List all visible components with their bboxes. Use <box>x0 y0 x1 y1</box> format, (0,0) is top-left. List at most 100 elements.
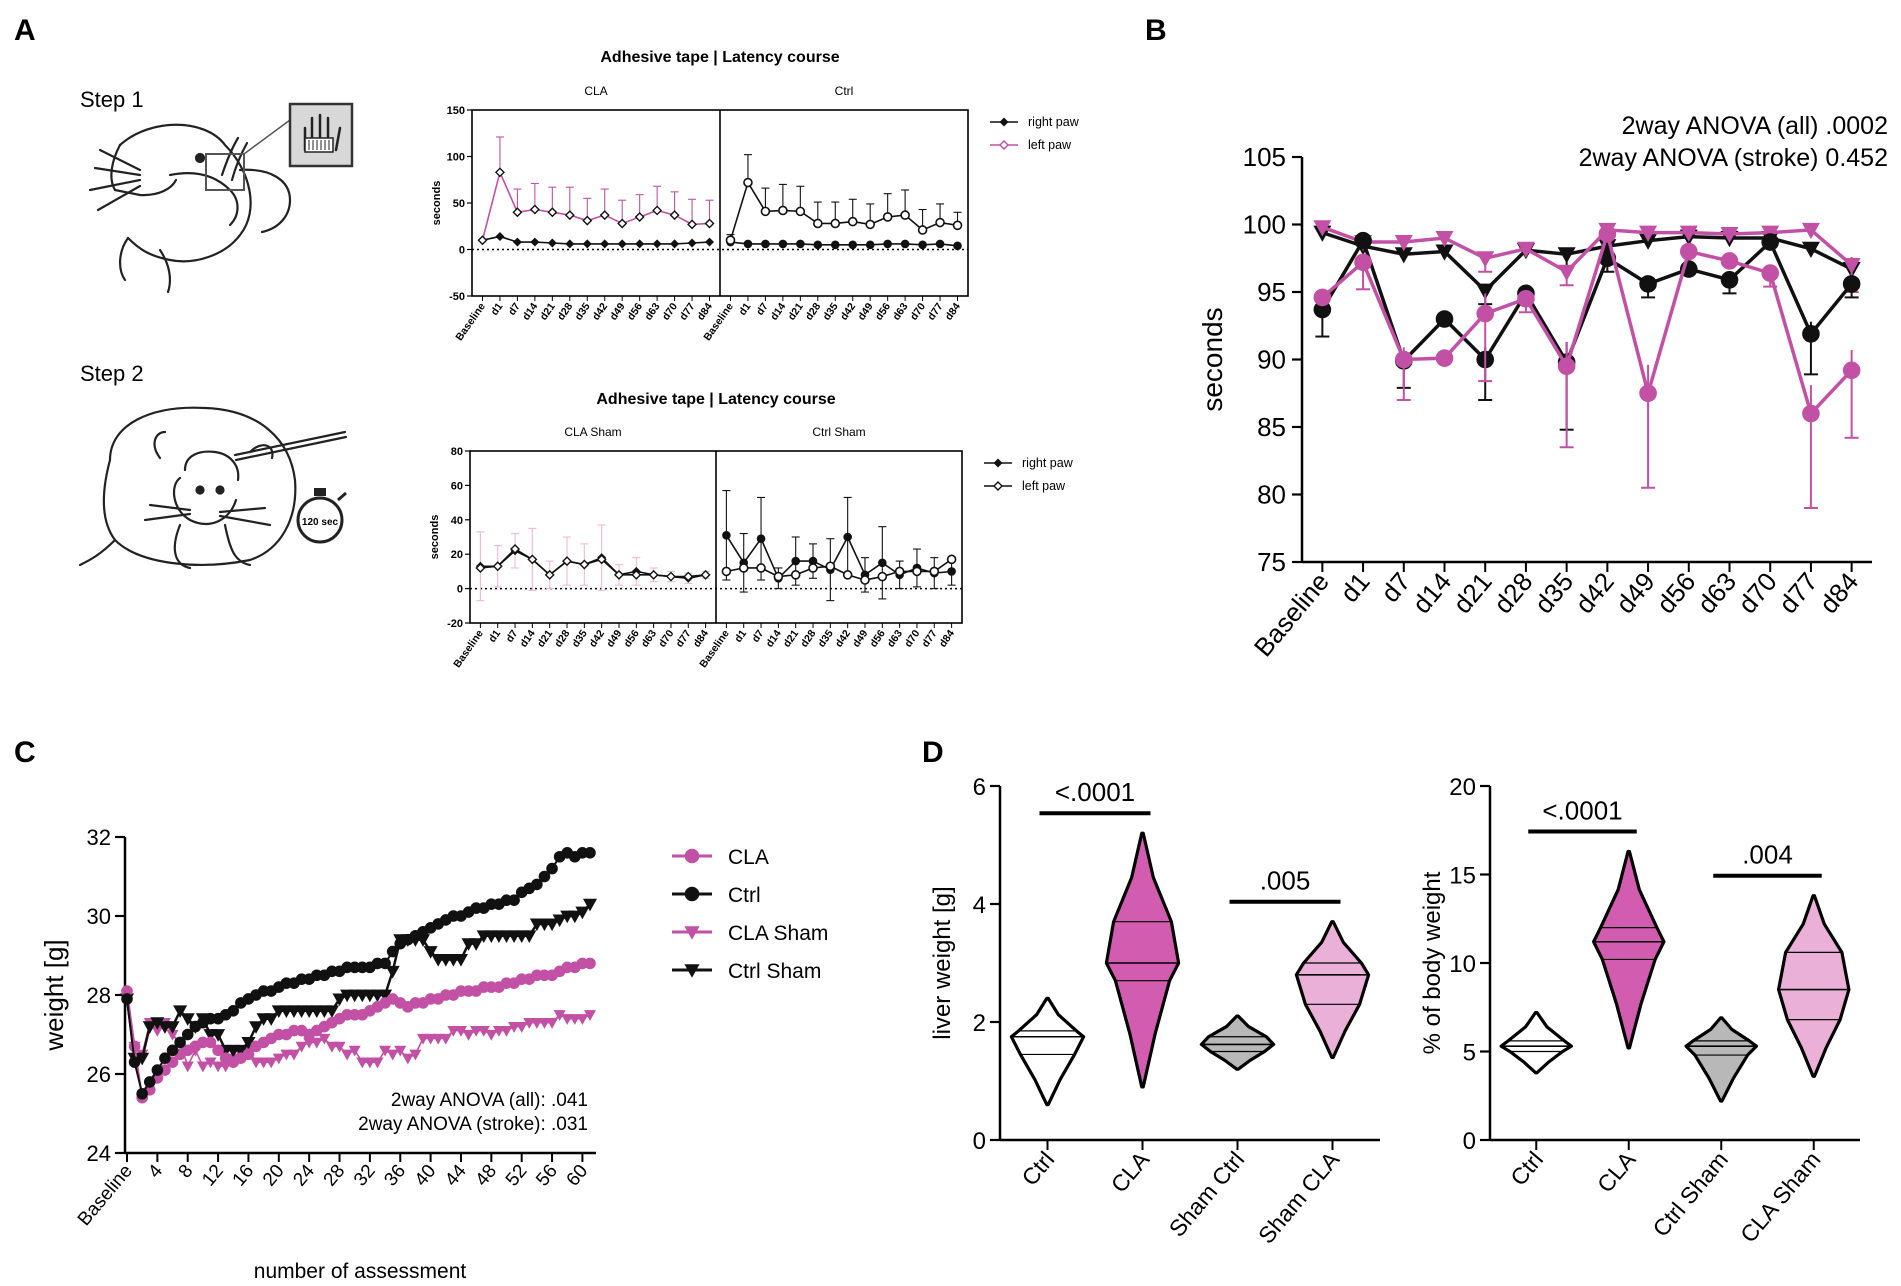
step1-label: Step 1 <box>80 87 144 112</box>
violin-shape <box>1686 1018 1756 1101</box>
x-tick-label: d21 <box>538 301 558 323</box>
data-point <box>175 1037 185 1047</box>
data-point <box>547 864 557 874</box>
x-axis-label: number of assessment <box>254 1260 467 1283</box>
x-tick-label: d1 <box>486 628 503 645</box>
legend-marker <box>994 482 1002 490</box>
x-tick-label: d42 <box>590 301 610 323</box>
data-point <box>919 241 926 248</box>
y-tick-label: 20 <box>1449 774 1476 801</box>
data-point <box>636 240 643 247</box>
y-tick-label: 10 <box>1449 951 1476 978</box>
x-tick-label: d49 <box>855 301 875 323</box>
group-label: CLA <box>584 84 607 98</box>
y-tick-label: 60 <box>451 480 463 492</box>
x-tick-label: d28 <box>803 301 823 323</box>
data-point <box>879 559 886 566</box>
data-point <box>583 217 591 225</box>
x-tick-label: d28 <box>552 628 572 650</box>
data-point <box>867 241 874 248</box>
violin-shape <box>1106 833 1178 1087</box>
data-point <box>250 1022 262 1033</box>
x-tick-label: d42 <box>1569 567 1620 620</box>
data-point <box>797 240 804 247</box>
y-tick-label: 105 <box>1243 142 1286 172</box>
data-point <box>122 994 132 1004</box>
x-tick-label: d42 <box>833 628 853 650</box>
y-tick-label: 6 <box>973 774 986 801</box>
y-axis-label: seconds <box>1197 307 1228 411</box>
x-tick-label: 28 <box>320 1161 350 1191</box>
panel-label-d: D <box>922 736 944 769</box>
violin-shape <box>1296 922 1368 1058</box>
y-tick-label: 80 <box>451 446 463 458</box>
data-point <box>183 1030 193 1040</box>
significance-label: <.0001 <box>1055 777 1135 807</box>
x-tick-label: d77 <box>674 628 694 650</box>
legend-marker <box>1001 119 1008 126</box>
x-tick-label: d14 <box>764 628 784 650</box>
x-tick-label: d70 <box>902 628 922 650</box>
data-point <box>722 567 730 575</box>
x-tick-label: d49 <box>1610 567 1661 620</box>
data-point <box>1803 406 1819 422</box>
data-point <box>464 1031 474 1040</box>
legend-label: Ctrl <box>728 884 761 907</box>
data-point <box>653 206 661 214</box>
data-point <box>152 1065 162 1075</box>
x-tick-label: d14 <box>768 301 788 323</box>
y-tick-label: 28 <box>87 983 111 1008</box>
data-point <box>726 236 734 244</box>
data-point <box>601 240 608 247</box>
data-point <box>849 218 857 226</box>
x-tick-label: d42 <box>587 628 607 650</box>
x-tick-label: 20 <box>259 1161 289 1191</box>
legend-marker <box>686 850 699 863</box>
data-point <box>387 967 399 978</box>
x-tick-label: Sham CLA <box>1253 1146 1345 1248</box>
series-line <box>1322 234 1851 414</box>
data-point <box>1437 350 1453 366</box>
figure-canvas: A B C D Step 1 Step 2 <box>0 0 1901 1286</box>
x-tick-label: d70 <box>656 628 676 650</box>
data-point <box>884 213 892 221</box>
significance-label: .005 <box>1260 866 1311 896</box>
significance-label: .004 <box>1742 840 1793 870</box>
data-point <box>168 1045 178 1055</box>
x-tick-label: 32 <box>350 1161 380 1191</box>
data-point <box>844 571 852 579</box>
data-point <box>814 241 821 248</box>
data-point <box>1762 265 1778 281</box>
data-point <box>388 947 398 957</box>
violin-shape <box>1201 1016 1273 1069</box>
x-tick-label: CLA Sham <box>1735 1147 1826 1248</box>
y-tick-label: 15 <box>1449 863 1476 890</box>
x-tick-label: d63 <box>642 301 662 323</box>
data-point <box>1314 289 1330 305</box>
data-point <box>388 1050 398 1059</box>
x-tick-label: d14 <box>518 628 538 650</box>
data-point <box>758 535 765 542</box>
data-point <box>213 1045 223 1055</box>
data-point <box>580 561 588 569</box>
data-point <box>1803 326 1819 342</box>
data-point <box>688 220 696 228</box>
data-point <box>1722 253 1738 269</box>
data-point <box>584 240 591 247</box>
anova-annotation: 2way ANOVA (stroke): .031 <box>358 1114 588 1135</box>
data-point <box>380 958 390 968</box>
x-tick-label: d21 <box>786 301 806 323</box>
data-point <box>671 211 679 219</box>
x-tick-label: d28 <box>555 301 575 323</box>
data-point <box>948 555 956 563</box>
x-tick-label: d56 <box>1651 567 1702 620</box>
x-tick-label: d1 <box>489 301 506 318</box>
x-tick-label: d21 <box>781 628 801 650</box>
data-point <box>878 573 886 581</box>
x-tick-label: 24 <box>289 1160 319 1190</box>
legend-label: right paw <box>1022 456 1074 470</box>
data-point <box>1396 352 1412 368</box>
x-tick-label: 4 <box>144 1160 167 1182</box>
data-point <box>183 1062 193 1071</box>
data-point <box>549 239 556 246</box>
